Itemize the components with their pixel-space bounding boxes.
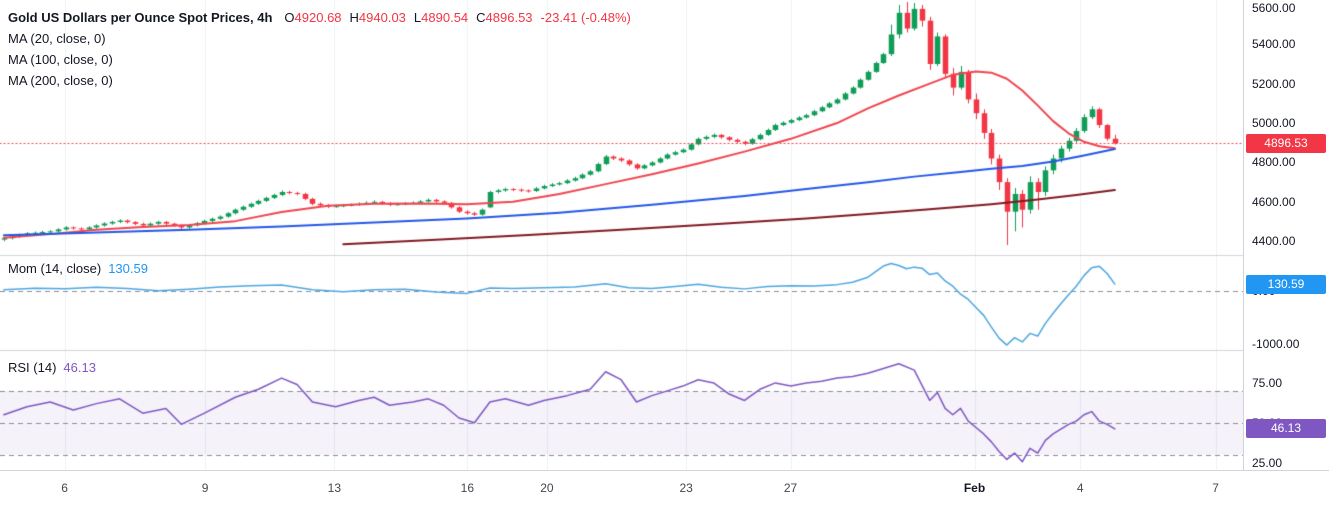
rsi-label: RSI (14) <box>8 360 57 375</box>
high-value: 4940.03 <box>358 10 406 25</box>
price-panel-legend: Gold US Dollars per Ounce Spot Prices, 4… <box>8 7 631 91</box>
ma100-legend: MA (100, close, 0) <box>8 52 113 67</box>
close-label: C <box>476 10 486 25</box>
price-axis-tick: 4400.00 <box>1252 234 1296 249</box>
symbol-header: Gold US Dollars per Ounce Spot Prices, 4… <box>8 7 631 28</box>
high-label: H <box>349 10 359 25</box>
price-axis-tick: 4800.00 <box>1252 155 1296 170</box>
change-value: -23.41 (-0.48%) <box>540 10 631 25</box>
time-axis-label: 16 <box>460 481 475 495</box>
time-axis-label: 4 <box>1076 481 1084 495</box>
momentum-label: Mom (14, close) <box>8 261 102 276</box>
time-scale[interactable]: 6 9 13 16 20 23 27 Feb 4 7 <box>0 470 1329 506</box>
time-axis-label: Feb <box>963 481 986 495</box>
close-value: 4896.53 <box>485 10 533 25</box>
last-price-badge: 4896.53 <box>1246 133 1326 153</box>
rsi-value: 46.13 <box>63 360 96 375</box>
ohlc-readout: O4920.68 H4940.03 L4890.54 C4896.53 -23.41 (… <box>276 10 630 25</box>
ma200-legend: MA (200, close, 0) <box>8 73 113 88</box>
time-axis-label: 6 <box>61 481 68 495</box>
rsi-panel-legend: RSI (14) 46.13 <box>8 360 96 375</box>
time-axis-label: 7 <box>1212 481 1219 495</box>
momentum-value-badge: 130.59 <box>1246 274 1326 294</box>
price-axis-tick: 5200.00 <box>1252 76 1296 91</box>
price-axis-tick: 5000.00 <box>1252 116 1296 131</box>
low-label: L <box>413 10 422 25</box>
chart-title: Gold US Dollars per Ounce Spot Prices, 4… <box>8 10 273 25</box>
price-axis-tick: 4600.00 <box>1252 194 1296 209</box>
momentum-value: 130.59 <box>108 261 148 276</box>
momentum-panel-legend: Mom (14, close) 130.59 <box>8 261 148 276</box>
chart-plot-canvas[interactable] <box>0 0 1243 470</box>
rsi-axis-tick: 25.00 <box>1252 455 1283 470</box>
open-label: O <box>284 10 295 25</box>
open-value: 4920.68 <box>294 10 342 25</box>
low-value: 4890.54 <box>421 10 469 25</box>
time-axis-label: 23 <box>679 481 693 495</box>
rsi-value-badge: 46.13 <box>1246 419 1326 439</box>
time-axis-label: 9 <box>201 481 209 495</box>
time-axis-label: 20 <box>540 481 554 495</box>
ma20-legend: MA (20, close, 0) <box>8 31 106 46</box>
price-axis-tick: 5400.00 <box>1252 37 1296 52</box>
price-scale[interactable]: 5600.00 5400.00 5200.00 5000.00 4800.00 4600.… <box>1243 0 1329 470</box>
time-axis-label: 13 <box>327 481 342 495</box>
time-axis-label: 27 <box>783 481 798 495</box>
price-axis-tick: 5600.00 <box>1252 1 1296 15</box>
mom-axis-tick: -1000.00 <box>1252 337 1300 352</box>
rsi-axis-tick: 75.00 <box>1252 375 1283 390</box>
